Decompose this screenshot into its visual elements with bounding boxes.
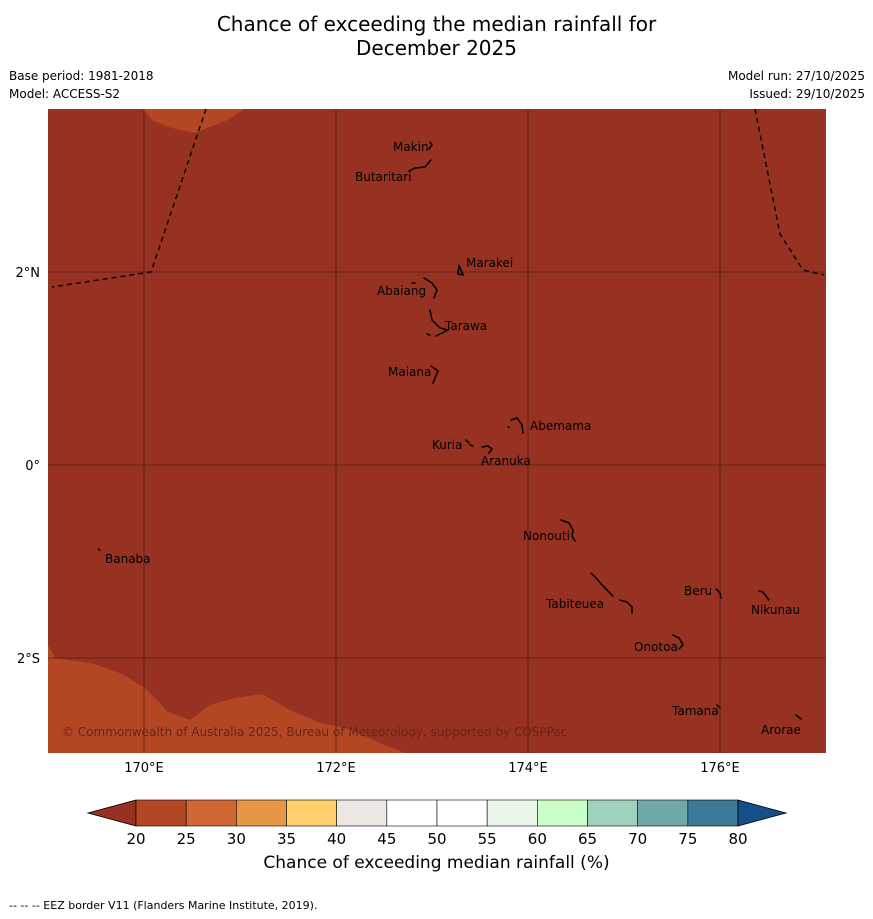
lon-tick-label: 170°E: [124, 761, 164, 776]
colorbar-segment: [587, 799, 638, 827]
colorbar-over-arrow: [737, 799, 788, 827]
colorbar-segment: [336, 799, 388, 827]
base-period-text: Base period: 1981-2018: [9, 69, 154, 83]
probability-patch-top: [143, 109, 245, 133]
colorbar-segment: [436, 799, 488, 827]
lat-tick-label: 2°S: [17, 652, 40, 667]
chart-title-line2: December 2025: [356, 36, 517, 60]
colorbar-tick-label: 65: [578, 830, 597, 848]
island-label-makin: Makin: [393, 140, 429, 154]
colorbar-tick-label: 20: [126, 830, 145, 848]
colorbar-segment: [185, 799, 237, 827]
colorbar-segment: [135, 799, 187, 827]
colorbar-tick-label: 75: [678, 830, 697, 848]
colorbar-segment: [386, 799, 438, 827]
eez-border-west: [51, 108, 207, 288]
aranuka-outline: [481, 445, 494, 454]
island-label-beru: Beru: [684, 584, 712, 598]
eez-legend-footnote: -- -- -- EEZ border V11 (Flanders Marine…: [9, 899, 318, 912]
axis-tick-labels: 170°E 172°E 174°E 176°E 2°N 0° 2°S: [16, 266, 740, 776]
colorbar-segment: [286, 799, 337, 827]
colorbar-tick-label: 50: [427, 830, 446, 848]
abemama-outline: [507, 417, 524, 434]
colorbar-tick-label: 80: [728, 830, 747, 848]
tarawa-outline: [426, 309, 451, 337]
banaba-outline: [97, 548, 101, 551]
colorbar-segment: [236, 799, 287, 827]
colorbar-title: Chance of exceeding median rainfall (%): [263, 853, 610, 873]
maiana-outline: [430, 365, 439, 384]
map-base-fill: [48, 109, 826, 753]
tabiteuea-outline: [590, 572, 633, 614]
nikunau-outline: [758, 590, 770, 601]
beru-outline: [715, 588, 722, 599]
model-text: Model: ACCESS-S2: [9, 87, 121, 101]
lat-tick-label: 2°N: [16, 266, 41, 281]
issued-text: Issued: 29/10/2025: [749, 87, 865, 101]
island-label-marakei: Marakei: [466, 256, 513, 270]
butaritari-outline: [408, 159, 432, 172]
colorbar-tick-label: 40: [327, 830, 346, 848]
colorbar: 20 25 30 35 40 45 50 55 60 65 70 75 80: [86, 799, 788, 848]
colorbar-under-arrow: [86, 799, 137, 827]
lon-tick-label: 176°E: [700, 761, 740, 776]
lon-tick-label: 172°E: [316, 761, 356, 776]
abaiang-outline: [411, 277, 438, 299]
island-label-abemama: Abemama: [530, 419, 591, 433]
colorbar-segment: [637, 799, 689, 827]
chart-title: Chance of exceeding the median rainfall …: [0, 12, 873, 60]
island-label-banaba: Banaba: [105, 552, 151, 566]
colorbar-segment: [486, 799, 538, 827]
island-label-tabiteuea: Tabiteuea: [545, 597, 604, 611]
kuria-outline: [465, 439, 474, 447]
island-label-abaiang: Abaiang: [377, 284, 426, 298]
island-label-kuria: Kuria: [432, 438, 463, 452]
island-label-onotoa: Onotoa: [634, 640, 678, 654]
graticule: [48, 109, 826, 753]
arorae-outline: [795, 714, 802, 720]
colorbar-tick-label: 25: [177, 830, 196, 848]
colorbar-tick-label: 55: [478, 830, 497, 848]
meta-right: Model run: 27/10/2025 Issued: 29/10/2025: [728, 67, 865, 103]
island-label-butaritari: Butaritari: [355, 170, 412, 184]
colorbar-tick-label: 60: [528, 830, 547, 848]
island-outlines: [97, 141, 802, 720]
model-run-text: Model run: 27/10/2025: [727, 69, 865, 83]
island-label-tarawa: Tarawa: [444, 319, 487, 333]
island-labels: Makin Butaritari Marakei Abaiang Tarawa Maian…: [105, 140, 801, 737]
nonouti-outline: [560, 519, 576, 542]
copyright-text: © Commonwealth of Australia 2025, Bureau…: [62, 725, 567, 739]
eez-border-east: [754, 108, 825, 276]
map-area: Makin Butaritari Marakei Abaiang Tarawa Maian…: [48, 108, 826, 753]
island-label-tamana: Tamana: [671, 704, 719, 718]
colorbar-tick-label: 70: [628, 830, 647, 848]
meta-left: Base period: 1981-2018 Model: ACCESS-S2: [9, 67, 154, 103]
colorbar-segment: [687, 799, 739, 827]
lon-tick-label: 174°E: [508, 761, 548, 776]
probability-patch-bottom: [48, 645, 405, 753]
tamana-outline: [716, 704, 721, 709]
colorbar-segment: [537, 799, 588, 827]
onotoa-outline: [672, 634, 684, 650]
island-label-arorae: Arorae: [761, 723, 801, 737]
colorbar-tick-label: 30: [227, 830, 246, 848]
colorbar-tick-label: 45: [377, 830, 396, 848]
island-label-nikunau: Nikunau: [751, 603, 800, 617]
makin-outline: [428, 141, 433, 150]
island-label-maiana: Maiana: [388, 365, 431, 379]
eez-border: [51, 108, 825, 288]
island-label-aranuka: Aranuka: [481, 454, 531, 468]
chart-title-line1: Chance of exceeding the median rainfall …: [216, 12, 657, 36]
island-label-nonouti: Nonouti: [523, 529, 570, 543]
lat-tick-label: 0°: [25, 459, 40, 474]
colorbar-tick-label: 35: [277, 830, 296, 848]
marakei-outline: [457, 263, 465, 277]
